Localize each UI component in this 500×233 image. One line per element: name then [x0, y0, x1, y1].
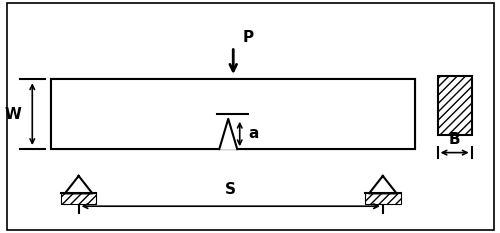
- Bar: [438, 76, 472, 135]
- Text: W: W: [4, 107, 21, 122]
- Text: P: P: [242, 31, 254, 45]
- Bar: [51, 79, 415, 149]
- Bar: [51, 79, 415, 149]
- Text: S: S: [225, 182, 236, 197]
- Polygon shape: [369, 176, 396, 193]
- Polygon shape: [220, 119, 237, 149]
- Text: a: a: [248, 127, 258, 141]
- Bar: [61, 193, 96, 204]
- Text: B: B: [449, 132, 460, 147]
- Bar: [52, 80, 414, 148]
- Polygon shape: [65, 176, 92, 193]
- Bar: [365, 193, 400, 204]
